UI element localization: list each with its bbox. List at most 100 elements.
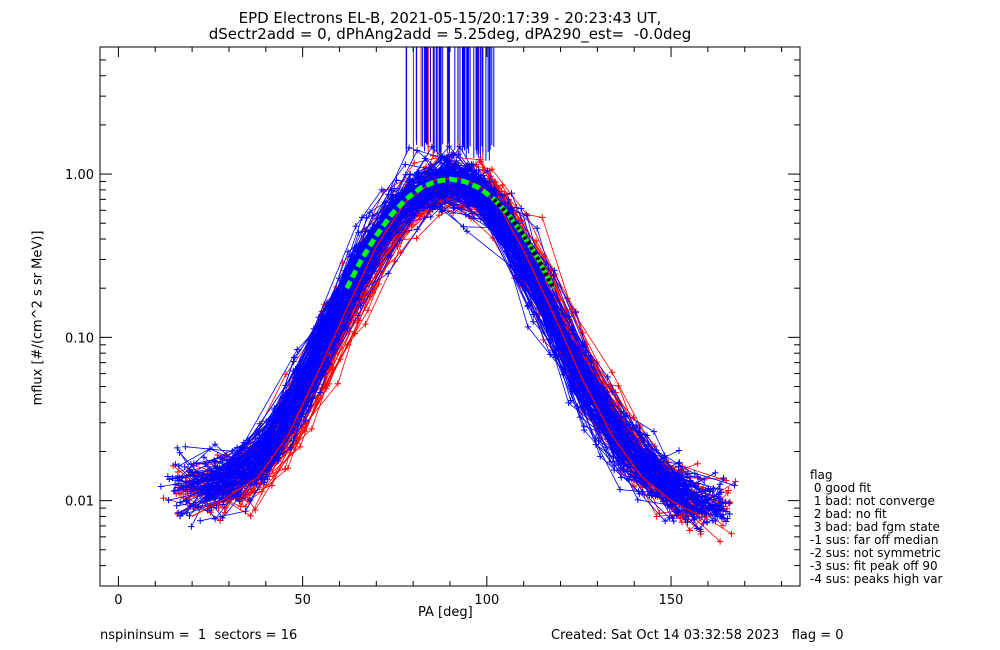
trace-point: [530, 318, 537, 325]
trace-point: [675, 498, 682, 505]
trace-point: [182, 498, 190, 505]
trace-point: [487, 224, 494, 231]
trace-point: [413, 174, 421, 182]
trace-point: [606, 458, 614, 466]
trace-point: [728, 530, 735, 537]
trace-point: [294, 346, 301, 353]
y-tick-label: 1.00: [65, 168, 94, 183]
trace-point: [397, 216, 404, 224]
trace-point: [259, 442, 266, 449]
trace-point: [247, 455, 254, 462]
trace-point: [176, 449, 183, 456]
trace-point: [211, 495, 219, 502]
trace-point: [221, 504, 228, 512]
trace-point: [211, 457, 218, 464]
trace-point: [561, 367, 568, 374]
trace-point: [617, 408, 625, 415]
trace-point: [385, 202, 392, 210]
trace-point: [666, 487, 673, 494]
trace-point: [710, 485, 717, 492]
trace-point: [718, 499, 726, 506]
trace-point: [246, 496, 254, 504]
trace-point: [580, 422, 588, 430]
x-tick-label: 0: [114, 593, 122, 608]
trace-point: [213, 476, 220, 483]
trace-point: [212, 489, 220, 496]
trace-point: [263, 467, 271, 475]
trace-point: [566, 357, 573, 365]
trace-point: [435, 212, 443, 219]
trace-point: [628, 442, 636, 449]
trace-line: [179, 203, 687, 503]
trace-point: [616, 418, 623, 426]
saturation-lines: [405, 47, 495, 161]
trace-point: [588, 371, 595, 378]
trace-point: [334, 380, 341, 387]
trace-point: [714, 502, 722, 509]
trace-point: [499, 192, 506, 199]
trace-point: [618, 474, 625, 481]
trace-point: [257, 475, 264, 483]
x-tick-label: 100: [474, 593, 499, 608]
trace-point: [165, 497, 172, 504]
trace-point: [225, 489, 232, 497]
trace-point: [670, 517, 677, 525]
trace-point: [302, 362, 309, 370]
trace-point: [634, 496, 641, 504]
trace-line: [223, 156, 705, 501]
trace-point: [716, 538, 724, 545]
trace-point: [610, 438, 617, 446]
x-tick-label: 150: [659, 593, 684, 608]
trace-point: [597, 453, 604, 460]
trace-point: [694, 508, 701, 515]
trace-point: [581, 349, 589, 356]
y-tick-label: 0.01: [65, 495, 94, 510]
trace-point: [320, 336, 327, 343]
trace-point: [717, 495, 724, 502]
trace-point: [174, 444, 181, 452]
trace-point: [460, 223, 467, 230]
trace-point: [572, 309, 579, 316]
trace-point: [239, 461, 246, 468]
trace-point: [532, 237, 540, 245]
trace-point: [660, 455, 667, 462]
trace-point: [701, 498, 709, 505]
trace-point: [477, 158, 484, 165]
trace-point: [388, 187, 395, 194]
data-layer: [157, 47, 739, 545]
trace-point: [242, 508, 249, 515]
trace-point: [172, 461, 179, 468]
trace-point: [547, 351, 554, 358]
trace-point: [669, 515, 676, 522]
trace-point: [554, 307, 561, 314]
trace-point: [647, 490, 654, 497]
trace-point: [275, 450, 282, 457]
chart-title-line1: EPD Electrons EL-B, 2021-05-15/20:17:39 …: [238, 9, 662, 27]
trace-point: [171, 481, 179, 488]
trace-point: [378, 186, 386, 193]
trace-point: [551, 267, 558, 274]
trace-point: [481, 175, 488, 182]
trace-point: [411, 159, 418, 167]
trace-point: [445, 157, 452, 164]
trace-point: [387, 252, 394, 259]
trace-point: [550, 272, 557, 279]
trace-point: [415, 169, 422, 177]
trace-point: [364, 307, 372, 314]
legend-title: flag: [810, 468, 833, 482]
legend-item: 2 bad: no fit: [810, 507, 887, 521]
trace-point: [428, 169, 435, 176]
trace-point: [697, 526, 704, 533]
trace-point: [355, 247, 362, 254]
trace-point: [191, 475, 198, 483]
trace-line: [214, 163, 678, 514]
trace-point: [664, 472, 671, 479]
trace-point: [189, 503, 197, 510]
trace-point: [371, 268, 378, 275]
trace-point: [176, 474, 183, 481]
trace-point: [579, 397, 586, 405]
trace-point: [262, 431, 270, 438]
series-line: [173, 178, 701, 502]
x-axis-label: PA [deg]: [418, 605, 473, 620]
trace-point: [182, 443, 189, 450]
